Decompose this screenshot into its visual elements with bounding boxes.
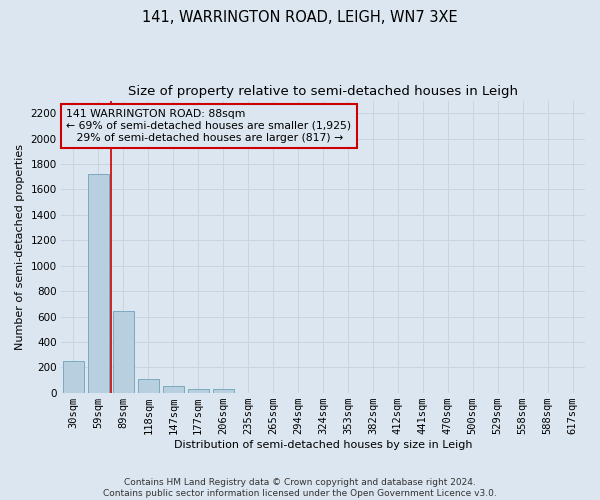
Text: 141, WARRINGTON ROAD, LEIGH, WN7 3XE: 141, WARRINGTON ROAD, LEIGH, WN7 3XE (142, 10, 458, 25)
Bar (188, 389, 209, 393)
Bar (212, 389, 234, 393)
Bar (88, 174, 109, 393)
Bar (163, 386, 184, 393)
Text: Contains HM Land Registry data © Crown copyright and database right 2024.
Contai: Contains HM Land Registry data © Crown c… (103, 478, 497, 498)
Bar (63, 361, 84, 393)
Text: 141 WARRINGTON ROAD: 88sqm
← 69% of semi-detached houses are smaller (1,925)
   : 141 WARRINGTON ROAD: 88sqm ← 69% of semi… (66, 110, 352, 142)
Bar (113, 312, 134, 393)
X-axis label: Distribution of semi-detached houses by size in Leigh: Distribution of semi-detached houses by … (174, 440, 472, 450)
Y-axis label: Number of semi-detached properties: Number of semi-detached properties (15, 144, 25, 350)
Bar (138, 379, 159, 393)
Title: Size of property relative to semi-detached houses in Leigh: Size of property relative to semi-detach… (128, 85, 518, 98)
